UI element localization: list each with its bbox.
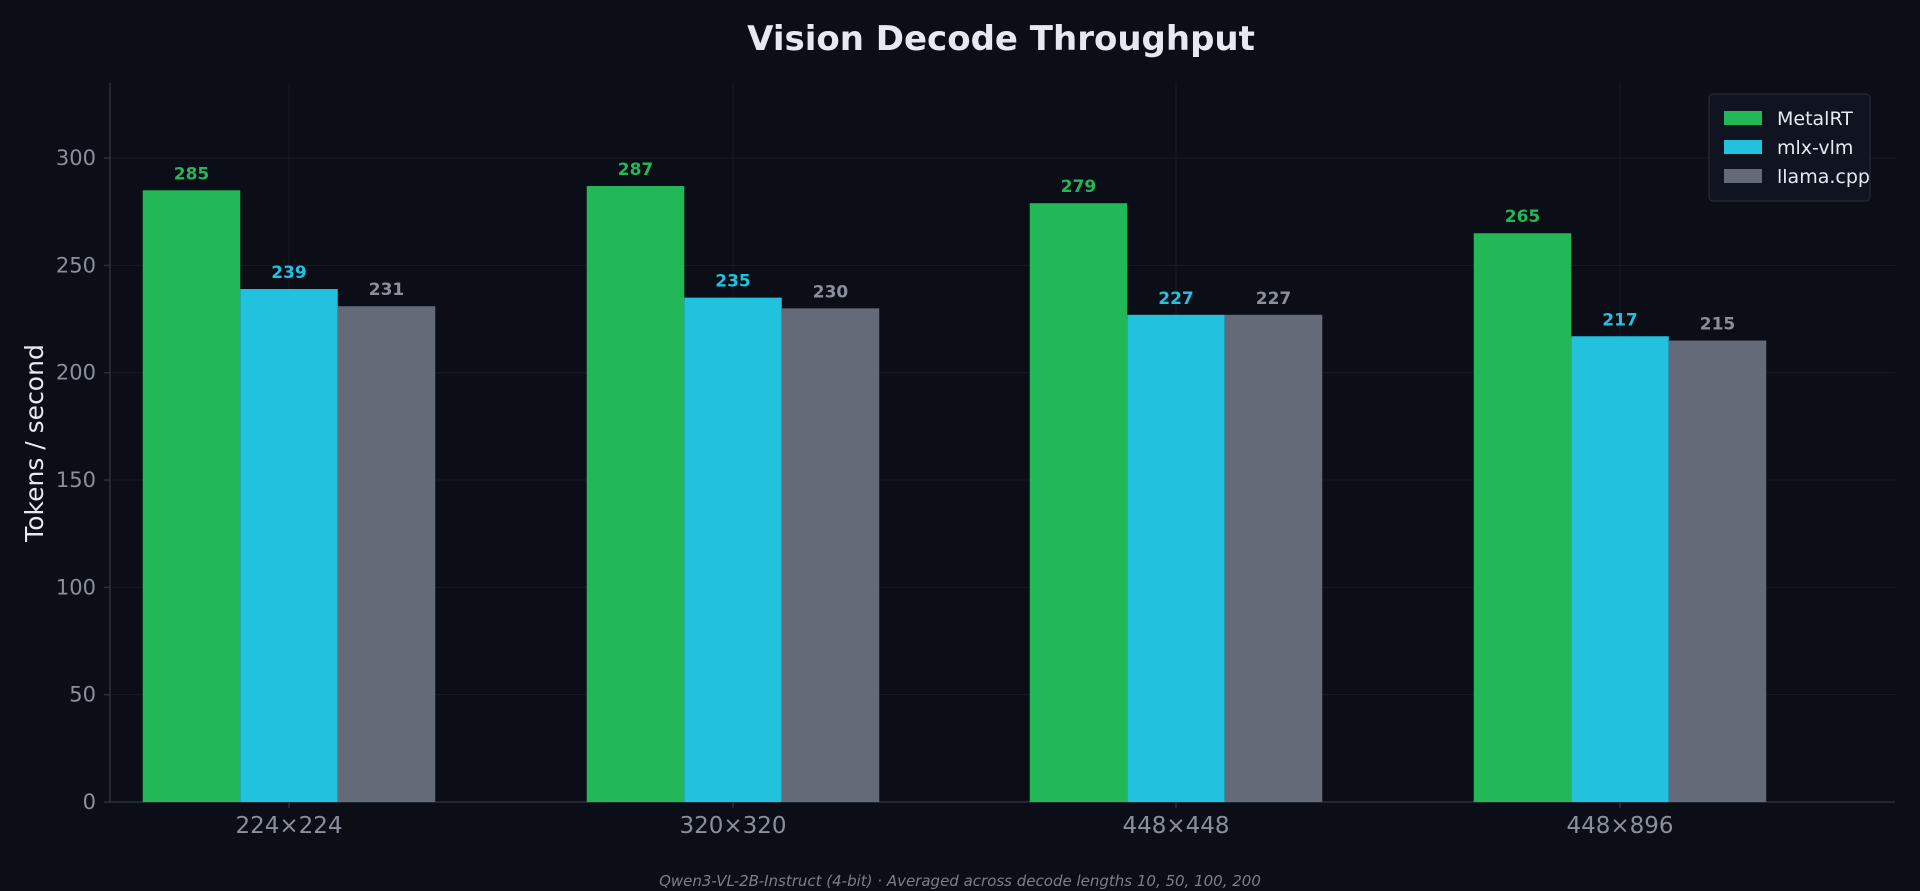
bar-metalrt-0 xyxy=(142,190,241,803)
legend-entry: MetalRT xyxy=(1777,108,1853,130)
value-label: 265 xyxy=(1505,207,1541,227)
legend-swatch xyxy=(1724,140,1762,154)
footnote: Qwen3-VL-2B-Instruct (4-bit) · Averaged … xyxy=(659,872,1261,890)
bar-metalrt-2 xyxy=(1029,203,1128,802)
value-label: 215 xyxy=(1700,315,1736,335)
legend: MetalRT mlx-vlm llama.cpp xyxy=(1708,93,1871,202)
value-label: 227 xyxy=(1256,289,1292,309)
bar-metalrt-1 xyxy=(586,186,685,803)
y-tick-label: 0 xyxy=(83,790,96,814)
y-tick-label: 50 xyxy=(69,683,96,707)
bar-mlx-vlm-1 xyxy=(684,297,782,802)
x-tick-labels: 224×224 320×320 448×448 448×896 xyxy=(235,813,1673,839)
bar-llama-cpp-1 xyxy=(781,308,880,802)
y-tick-label: 200 xyxy=(56,361,96,385)
x-tick-label: 224×224 xyxy=(235,813,342,839)
bars xyxy=(142,186,1767,803)
y-tick-label: 100 xyxy=(56,575,96,599)
bar-llama-cpp-0 xyxy=(337,306,436,802)
chart-title: Vision Decode Throughput xyxy=(747,19,1255,59)
value-label: 230 xyxy=(813,282,849,302)
legend-entry: llama.cpp xyxy=(1777,166,1870,188)
y-tick-label: 300 xyxy=(56,146,96,170)
value-label: 279 xyxy=(1061,177,1097,197)
bar-llama-cpp-3 xyxy=(1668,340,1767,802)
bar-mlx-vlm-3 xyxy=(1571,336,1669,802)
value-label: 227 xyxy=(1158,289,1194,309)
value-label: 287 xyxy=(618,160,654,180)
value-label: 239 xyxy=(271,263,307,283)
value-label: 235 xyxy=(715,272,751,292)
value-label: 231 xyxy=(369,280,405,300)
value-label: 285 xyxy=(174,164,210,184)
y-tick-labels: 0 50 100 150 200 250 300 xyxy=(56,146,96,814)
bar-metalrt-3 xyxy=(1473,233,1572,803)
x-tick-label: 448×896 xyxy=(1566,813,1673,839)
legend-swatch xyxy=(1724,169,1762,183)
legend-swatch xyxy=(1724,111,1762,125)
value-label: 217 xyxy=(1602,310,1638,330)
bar-llama-cpp-2 xyxy=(1224,314,1323,802)
y-axis-label: Tokens / second xyxy=(20,344,49,543)
x-tick-label: 320×320 xyxy=(679,813,786,839)
bar-mlx-vlm-2 xyxy=(1127,314,1225,802)
y-tick-label: 250 xyxy=(56,253,96,277)
value-labels: 285 239 231 287 235 230 279 227 227 265 217 215 xyxy=(174,160,1736,335)
y-tick-label: 150 xyxy=(56,468,96,492)
bar-mlx-vlm-0 xyxy=(240,289,338,803)
legend-entry: mlx-vlm xyxy=(1777,137,1853,159)
x-tick-label: 448×448 xyxy=(1122,813,1229,839)
